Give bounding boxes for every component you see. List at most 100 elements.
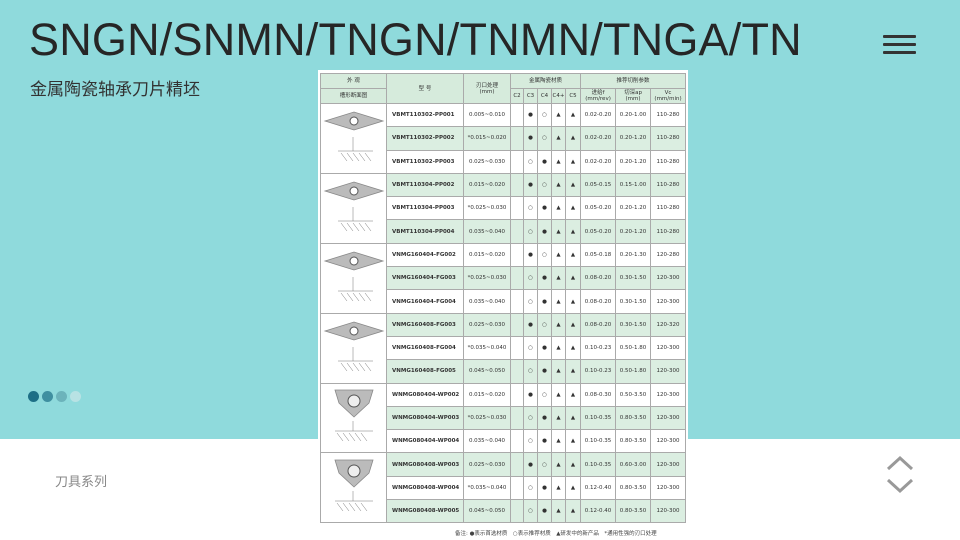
vc-cell: 120-300 xyxy=(650,429,687,454)
feed-cell: 0.10-0.23 xyxy=(580,359,617,384)
grade-mark: ▲ xyxy=(564,196,582,221)
grade-mark: ○ xyxy=(537,126,552,151)
grade-mark: ▲ xyxy=(564,266,582,291)
insert-image-rhombic-35 xyxy=(320,172,387,244)
ap-cell: 0.15-1.00 xyxy=(615,172,652,198)
grade-mark: ○ xyxy=(523,429,538,454)
edge-cell: 0.015~0.020 xyxy=(463,382,511,407)
pager-dot[interactable] xyxy=(70,391,81,402)
table-row: WNMG080404-WP003 *0.025~0.030 ○ ● ▲ ▲ 0.10-0.3… xyxy=(321,405,687,431)
table-row: VNMG160404-FG003 *0.025~0.030 ○ ● ▲ ▲ 0.08-0.2… xyxy=(321,266,687,291)
grade-mark xyxy=(510,172,524,198)
grade-mark: ○ xyxy=(523,219,538,244)
table-row: WNMG080408-WP003 0.025~0.030 ● ○ ▲ ▲ 0.10-0.35… xyxy=(320,452,687,524)
vc-cell: 110-280 xyxy=(650,126,687,151)
vc-cell: 110-280 xyxy=(650,102,687,128)
th-grade: C5 xyxy=(564,88,582,104)
ap-cell: 0.20-1.20 xyxy=(615,126,652,151)
vc-cell: 120-300 xyxy=(650,335,687,361)
model-cell: VNMG160408-FG005 xyxy=(386,359,464,384)
grade-mark: ● xyxy=(537,289,552,314)
vc-cell: 110-280 xyxy=(650,149,687,174)
feed-cell: 0.02-0.20 xyxy=(580,102,617,128)
grade-mark: ▲ xyxy=(564,172,582,198)
feed-cell: 0.02-0.20 xyxy=(580,149,617,174)
grade-mark: ○ xyxy=(523,289,538,314)
vc-cell: 120-300 xyxy=(650,382,687,407)
pager-dot[interactable] xyxy=(28,391,39,402)
edge-cell: 0.015~0.020 xyxy=(463,242,511,268)
pager-dot[interactable] xyxy=(42,391,53,402)
grade-mark xyxy=(510,196,524,221)
feed-cell: 0.05-0.18 xyxy=(580,242,617,268)
ap-cell: 0.20-1.20 xyxy=(615,219,652,244)
edge-cell: 0.015~0.020 xyxy=(463,172,511,198)
chevron-down-icon[interactable] xyxy=(885,478,915,494)
grade-mark: ▲ xyxy=(564,382,582,407)
th-feed: 进给f (mm/rev) xyxy=(580,88,617,104)
vc-cell: 120-300 xyxy=(650,359,687,384)
th-grade: C2 xyxy=(510,88,524,104)
th-vc: Vc (mm/min) xyxy=(650,88,687,104)
model-cell: VBMT110304-PP004 xyxy=(386,219,464,244)
page-title: SNGN/SNMN/TNGN/TNMN/TNGA/TN xyxy=(29,14,802,65)
grade-mark: ▲ xyxy=(551,499,566,524)
feed-cell: 0.10-0.35 xyxy=(580,452,617,477)
vc-cell: 120-280 xyxy=(650,242,687,268)
grade-mark: ○ xyxy=(523,499,538,524)
pager-dot[interactable] xyxy=(56,391,67,402)
ap-cell: 0.30-1.50 xyxy=(615,289,652,314)
grade-mark xyxy=(510,312,524,337)
grade-mark: ▲ xyxy=(564,219,582,244)
grade-mark: ● xyxy=(537,359,552,384)
feed-cell: 0.02-0.20 xyxy=(580,126,617,151)
model-cell: VBMT110302-PP002 xyxy=(386,126,464,151)
insert-image-rhombic-35 xyxy=(320,312,387,384)
vc-cell: 120-300 xyxy=(650,266,687,291)
grade-mark: ▲ xyxy=(564,102,582,128)
model-cell: WNMG080404-WP003 xyxy=(386,405,464,431)
model-cell: VBMT110302-PP001 xyxy=(386,102,464,128)
feed-cell: 0.08-0.20 xyxy=(580,289,617,314)
edge-cell: *0.025~0.030 xyxy=(463,405,511,431)
edge-cell: *0.035~0.040 xyxy=(463,475,511,501)
edge-cell: *0.035~0.040 xyxy=(463,335,511,361)
model-cell: VNMG160404-FG004 xyxy=(386,289,464,314)
ap-cell: 0.80-3.50 xyxy=(615,475,652,501)
grade-mark: ● xyxy=(537,196,552,221)
grade-mark: ▲ xyxy=(564,405,582,431)
model-cell: VBMT110304-PP002 xyxy=(386,172,464,198)
ap-cell: 0.50-1.80 xyxy=(615,335,652,361)
edge-cell: 0.045~0.050 xyxy=(463,499,511,524)
model-cell: VNMG160404-FG002 xyxy=(386,242,464,268)
grade-mark: ▲ xyxy=(551,149,566,174)
feed-cell: 0.12-0.40 xyxy=(580,475,617,501)
model-cell: VNMG160404-FG003 xyxy=(386,266,464,291)
chevron-up-icon[interactable] xyxy=(885,455,915,471)
grade-mark xyxy=(510,429,524,454)
model-cell: WNMG080408-WP004 xyxy=(386,475,464,501)
grade-mark: ○ xyxy=(537,102,552,128)
grade-mark: ○ xyxy=(537,382,552,407)
edge-cell: 0.035~0.040 xyxy=(463,429,511,454)
grade-mark: ▲ xyxy=(564,335,582,361)
model-cell: VBMT110302-PP003 xyxy=(386,149,464,174)
grade-mark xyxy=(510,242,524,268)
grade-mark: ▲ xyxy=(551,312,566,337)
hamburger-icon[interactable] xyxy=(883,35,916,55)
grade-mark: ▲ xyxy=(551,242,566,268)
grade-mark xyxy=(510,499,524,524)
ap-cell: 0.50-3.50 xyxy=(615,382,652,407)
pager-dots[interactable] xyxy=(28,391,81,402)
grade-mark xyxy=(510,289,524,314)
grade-mark: ● xyxy=(523,126,538,151)
grade-mark xyxy=(510,475,524,501)
grade-mark: ▲ xyxy=(564,359,582,384)
edge-cell: 0.035~0.040 xyxy=(463,289,511,314)
grade-mark: ▲ xyxy=(564,312,582,337)
grade-mark xyxy=(510,219,524,244)
vc-cell: 110-280 xyxy=(650,172,687,198)
grade-mark: ▲ xyxy=(551,475,566,501)
grade-mark: ▲ xyxy=(551,266,566,291)
th-params: 推荐切削参数 xyxy=(580,73,687,89)
